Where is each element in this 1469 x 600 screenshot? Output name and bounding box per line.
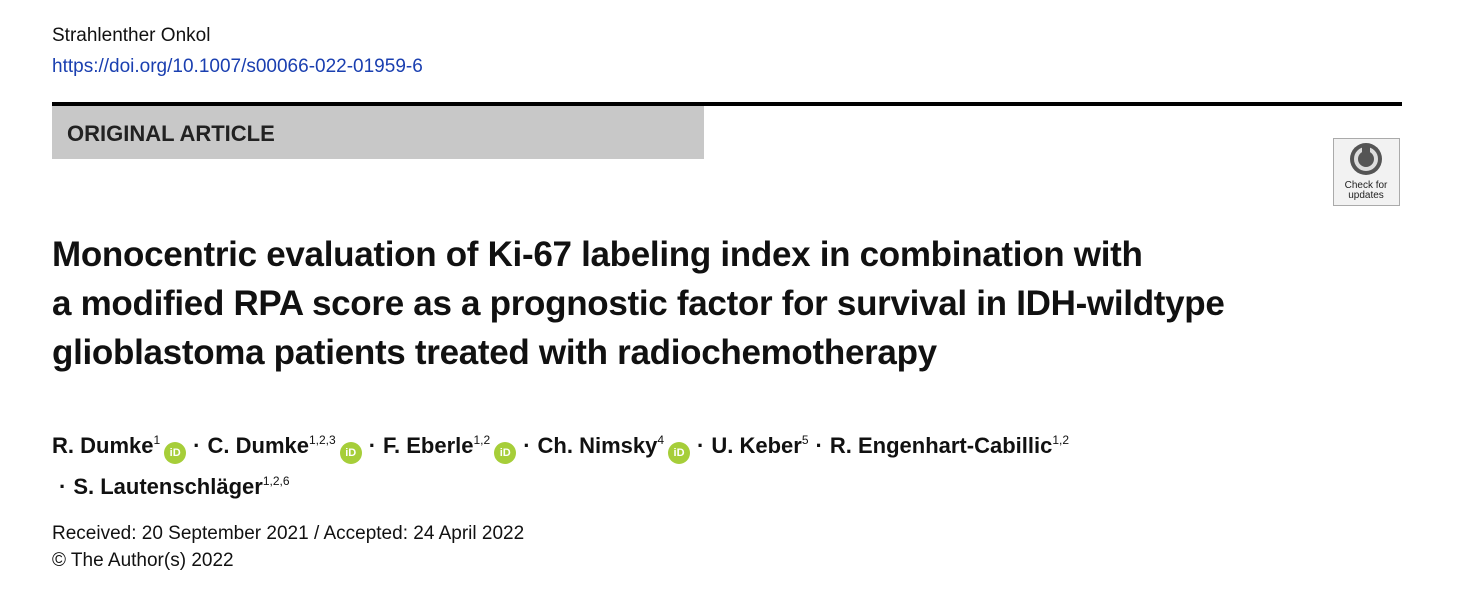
orcid-icon[interactable]: iD bbox=[339, 442, 362, 464]
author-name: C. Dumke bbox=[207, 433, 309, 458]
author-affiliations: 4 bbox=[657, 433, 665, 447]
title-line: glioblastoma patients treated with radio… bbox=[52, 333, 937, 372]
badge-bookmark bbox=[1362, 147, 1370, 161]
author-affiliations: 5 bbox=[801, 433, 809, 447]
author-separator: · bbox=[193, 433, 201, 458]
copyright: © The Author(s) 2022 bbox=[52, 550, 234, 571]
authors: R. Dumke1iD · C. Dumke1,2,3iD · F. Eberle1,2… bbox=[52, 423, 1069, 504]
dates: Received: 20 September 2021 / Accepted: … bbox=[52, 523, 524, 545]
author-affiliations: 1,2,3 bbox=[308, 433, 336, 447]
author-name: Ch. Nimsky bbox=[537, 433, 658, 458]
article-type-box: ORIGINAL ARTICLE bbox=[52, 106, 704, 159]
author-separator: · bbox=[697, 433, 705, 458]
author-line: · S. Lautenschläger1,2,6 bbox=[52, 464, 1069, 504]
date-joiner: / bbox=[313, 523, 320, 544]
received: Received: 20 September 2021 bbox=[52, 523, 309, 544]
author-affiliations: 1,2 bbox=[473, 433, 491, 447]
author-name: R. Dumke bbox=[52, 433, 154, 458]
author-affiliations: 1,2 bbox=[1052, 433, 1070, 447]
check-updates-badge[interactable]: Check for updates bbox=[1333, 138, 1400, 206]
author-name: R. Engenhart-Cabillic bbox=[829, 433, 1053, 458]
accepted: Accepted: 24 April 2022 bbox=[323, 523, 525, 544]
badge-text: updates bbox=[1348, 190, 1384, 201]
article-type: ORIGINAL ARTICLE bbox=[67, 121, 275, 146]
author-line: R. Dumke1iD · C. Dumke1,2,3iD · F. Eberle1,2… bbox=[52, 423, 1069, 464]
author-name: U. Keber bbox=[711, 433, 802, 458]
orcid-icon[interactable]: iD bbox=[494, 442, 517, 464]
doi-link[interactable]: https://doi.org/10.1007/s00066-022-01959… bbox=[52, 56, 423, 77]
author-separator: · bbox=[59, 474, 67, 499]
journal: Strahlenther Onkol bbox=[52, 25, 211, 46]
orcid-icon[interactable]: iD bbox=[668, 442, 691, 464]
badge-icon: Check for updates bbox=[1345, 143, 1388, 201]
author-affiliations: 1,2,6 bbox=[262, 474, 290, 488]
author-name: S. Lautenschläger bbox=[73, 474, 263, 499]
author-separator: · bbox=[368, 433, 377, 458]
author-affiliations: 1 bbox=[153, 433, 161, 447]
title: Monocentric evaluation of Ki-67 labeling… bbox=[52, 230, 1225, 377]
author-name: F. Eberle bbox=[383, 433, 474, 458]
author-separator: · bbox=[523, 433, 531, 458]
title-line: Monocentric evaluation of Ki-67 labeling… bbox=[52, 235, 1143, 274]
badge-text: Check for bbox=[1345, 180, 1388, 191]
title-line: a modified RPA score as a prognostic fac… bbox=[52, 284, 1225, 323]
orcid-icon[interactable]: iD bbox=[164, 442, 187, 464]
rule bbox=[52, 102, 1402, 106]
author-separator: · bbox=[815, 433, 823, 458]
